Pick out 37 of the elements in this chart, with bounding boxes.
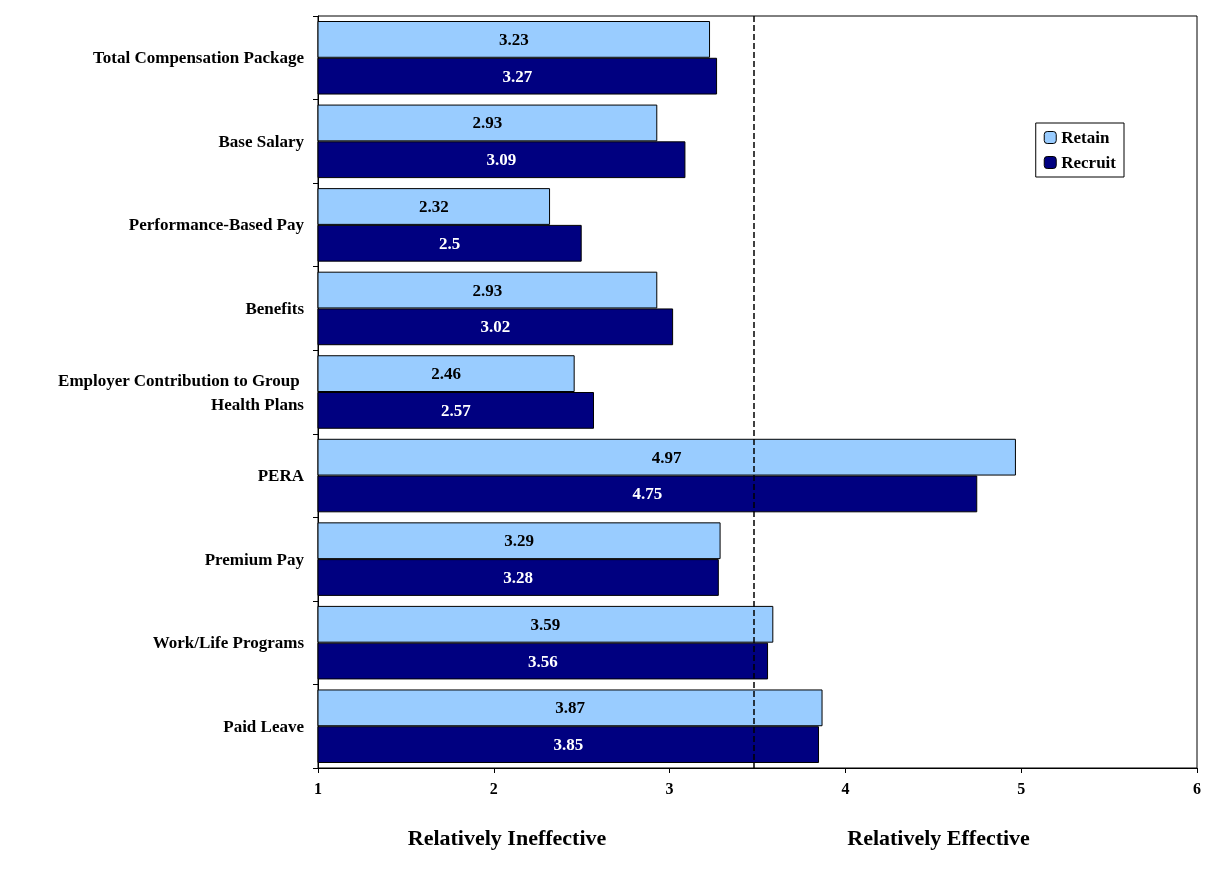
y-tick-label: PERA <box>257 466 305 486</box>
x-tick-label: 4 <box>841 779 850 797</box>
y-tick-label: Premium Pay <box>204 549 305 569</box>
y-tick-label: Paid Leave <box>223 716 305 736</box>
data-label: 3.28 <box>503 567 534 587</box>
x-tick-label: 3 <box>665 779 674 797</box>
data-label: 2.57 <box>440 400 472 420</box>
data-label: 2.5 <box>438 233 461 253</box>
x-tick-label: 1 <box>314 779 322 797</box>
text: Relatively Ineffective <box>407 824 607 850</box>
x-tick-label: 6 <box>1193 779 1201 797</box>
y-tick-label: Base Salary <box>218 131 305 151</box>
data-label: 2.93 <box>472 280 503 300</box>
data-label: 2.93 <box>472 113 503 133</box>
data-label: 3.56 <box>527 651 558 671</box>
data-label: 3.02 <box>480 317 511 337</box>
y-tick-label: Work/Life Programs <box>152 633 305 653</box>
data-label: 2.32 <box>418 197 449 217</box>
x-tick-label: 5 <box>1017 779 1026 797</box>
data-label: 3.23 <box>498 29 529 49</box>
y-tick-label: Performance-Based Pay <box>128 215 305 235</box>
y-tick-label: Employer Contribution to Group Health Plans <box>58 370 305 414</box>
legend-label: Recruit <box>1061 153 1117 172</box>
y-tick-label: Benefits <box>245 298 305 318</box>
x-tick-label: 2 <box>489 779 498 797</box>
data-label: 3.59 <box>530 614 561 634</box>
data-label: 3.85 <box>553 735 584 755</box>
data-label: 4.75 <box>632 484 663 504</box>
data-label: 4.97 <box>651 447 683 467</box>
data-label: 3.87 <box>555 698 586 718</box>
data-label: 3.09 <box>486 150 517 170</box>
legend-label: Retain <box>1061 128 1110 147</box>
data-label: 2.46 <box>431 364 461 384</box>
data-label: 3.27 <box>502 66 533 86</box>
text: Relatively Effective <box>847 824 1031 850</box>
y-tick-label: Total Compensation Package <box>93 48 305 68</box>
data-label: 3.29 <box>504 531 534 551</box>
